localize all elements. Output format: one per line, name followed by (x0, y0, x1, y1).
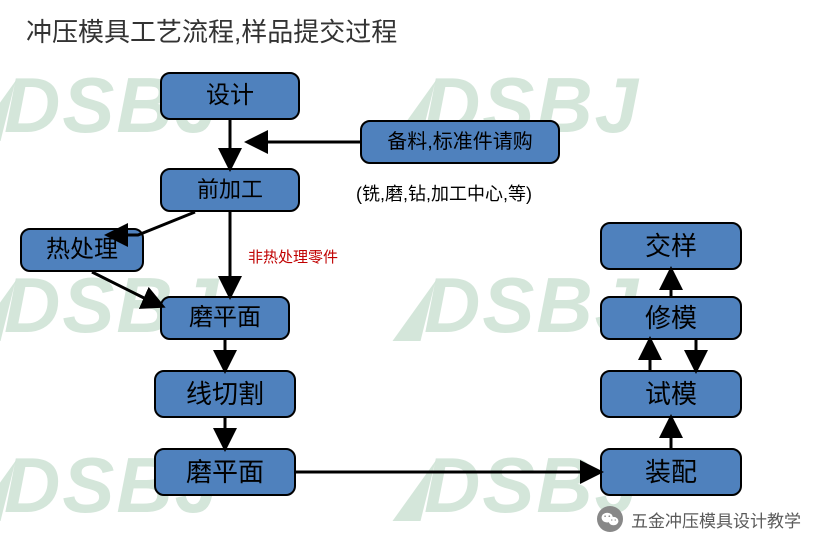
node-deliver: 交样 (600, 222, 742, 270)
diagram-canvas: DSBJ DSBJ DSBJ DSBJ DSBJ DSBJ 冲压模具工艺流程,样… (0, 0, 819, 538)
node-repair: 修模 (600, 296, 742, 340)
node-preproc: 前加工 (160, 168, 300, 212)
node-material: 备料,标准件请购 (360, 120, 560, 164)
node-grind1: 磨平面 (160, 296, 290, 340)
node-grind2: 磨平面 (154, 448, 296, 496)
footer: 五金冲压模具设计教学 (597, 506, 801, 532)
annotation-nonheat: 非热处理零件 (248, 246, 338, 267)
node-heat: 热处理 (20, 228, 144, 272)
node-wirecut: 线切割 (154, 370, 296, 418)
annotation-preproc-detail: (铣,磨,钻,加工中心,等) (356, 180, 532, 206)
wechat-icon (597, 506, 623, 532)
node-trial: 试模 (600, 370, 742, 418)
footer-text: 五金冲压模具设计教学 (631, 507, 801, 532)
page-title: 冲压模具工艺流程,样品提交过程 (26, 12, 397, 49)
node-design: 设计 (160, 72, 300, 120)
node-assemble: 装配 (600, 448, 742, 496)
